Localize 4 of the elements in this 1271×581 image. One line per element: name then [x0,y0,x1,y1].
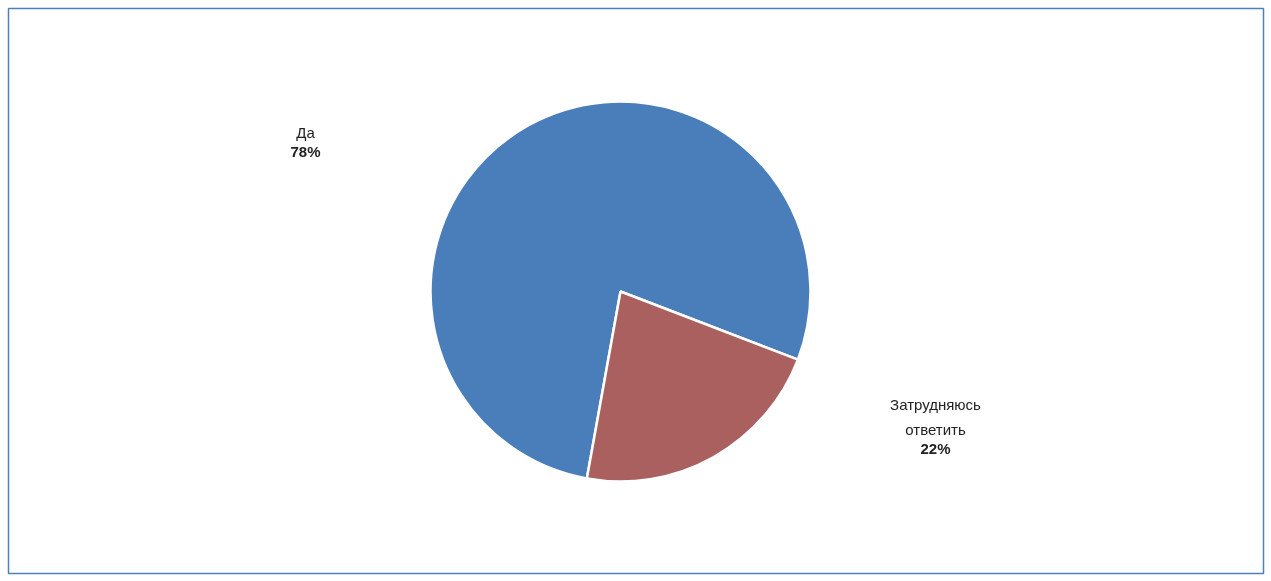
data-label: 22% [920,440,951,458]
slice-label: Затрудняюсь ответить [890,395,982,439]
data-label: 78% [290,142,321,160]
slice-label: Да [296,123,316,141]
